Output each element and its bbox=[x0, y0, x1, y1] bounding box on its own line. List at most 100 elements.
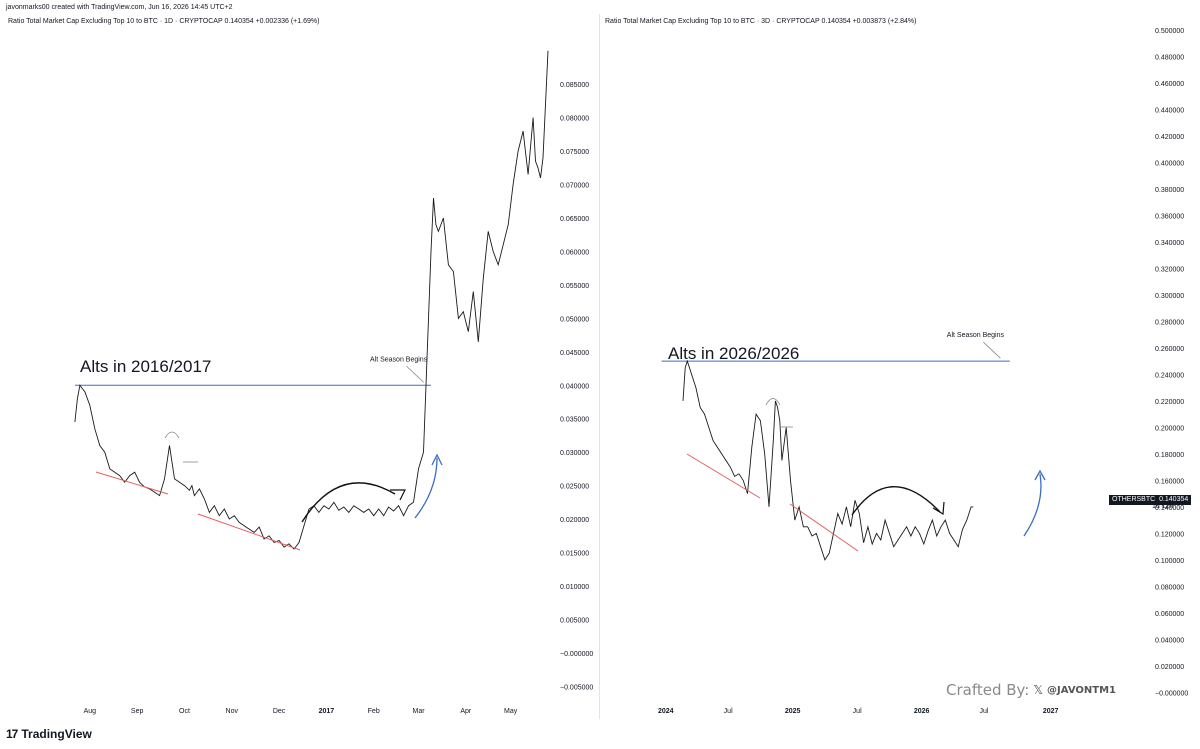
note-arrow bbox=[983, 341, 1001, 359]
x-tick-label: Mar bbox=[412, 708, 425, 715]
y-tick-label: 0.200000 bbox=[1155, 425, 1184, 432]
y-tick-label: 0.220000 bbox=[1155, 399, 1184, 406]
y-tick-label: 0.015000 bbox=[560, 550, 589, 557]
y-tick-label: −0.000000 bbox=[1155, 690, 1188, 697]
y-tick-label: 0.020000 bbox=[1155, 664, 1184, 671]
y-tick-label: 0.340000 bbox=[1155, 240, 1184, 247]
y-tick-label: 0.500000 bbox=[1155, 28, 1184, 35]
y-tick-label: −0.005000 bbox=[560, 684, 593, 691]
left-chart[interactable]: 0.085000 0.080000 0.075000 0.070000 0.065000… bbox=[0, 0, 600, 720]
y-tick-label: 0.060000 bbox=[1155, 611, 1184, 618]
x-tick-label: Dec bbox=[273, 708, 286, 715]
left-chart-title: Ratio Total Market Cap Excluding Top 10 … bbox=[8, 18, 320, 25]
y-tick-label: 0.440000 bbox=[1155, 107, 1184, 114]
red-trendline-2 bbox=[789, 503, 859, 552]
x-tick-label: Jul bbox=[724, 708, 733, 715]
black-arc bbox=[851, 486, 941, 516]
x-tick-label: 2024 bbox=[658, 708, 674, 715]
y-tick-label: 0.025000 bbox=[560, 484, 589, 491]
price-tag-value: 0.140354 bbox=[1159, 496, 1189, 503]
y-tick-label: 0.080000 bbox=[1155, 584, 1184, 591]
x-tick-label: Oct bbox=[179, 708, 190, 715]
red-trendline-2 bbox=[197, 513, 301, 551]
y-tick-label: 0.040000 bbox=[1155, 637, 1184, 644]
y-tick-label: 0.400000 bbox=[1155, 160, 1184, 167]
watermark-text: Crafted By: bbox=[945, 681, 1030, 699]
y-tick-label: 0.050000 bbox=[560, 316, 589, 323]
x-tick-label: Aug bbox=[84, 708, 97, 715]
y-tick-label: 0.480000 bbox=[1155, 54, 1184, 61]
annotation-title: Alts in 2026/2026 bbox=[668, 344, 799, 363]
peak-arc bbox=[164, 431, 180, 439]
blue-arrow bbox=[1023, 473, 1042, 537]
x-tick-label: Sep bbox=[131, 708, 144, 715]
x-tick-label: 2027 bbox=[1043, 708, 1059, 715]
watermark-handle: @JAVONTM1 bbox=[1047, 684, 1116, 696]
x-icon: 𝕏 bbox=[1033, 683, 1044, 697]
tradingview-logo-text: TradingView bbox=[21, 727, 92, 741]
tradingview-logo-icon: 17 bbox=[6, 727, 18, 741]
y-tick-label: 0.030000 bbox=[560, 450, 589, 457]
y-tick-label: 0.020000 bbox=[560, 517, 589, 524]
y-tick-label: 0.060000 bbox=[560, 249, 589, 256]
x-tick-label: 2017 bbox=[319, 708, 335, 715]
y-tick-label: 0.380000 bbox=[1155, 187, 1184, 194]
y-tick-label: 0.420000 bbox=[1155, 134, 1184, 141]
black-arc bbox=[301, 482, 396, 523]
note-arrow bbox=[406, 365, 424, 383]
blue-arrowhead bbox=[431, 453, 443, 466]
y-tick-label: 0.055000 bbox=[560, 283, 589, 290]
y-tick-label: 0.300000 bbox=[1155, 293, 1184, 300]
series-line bbox=[74, 50, 549, 550]
peak-arc bbox=[765, 398, 781, 406]
panel-divider bbox=[599, 14, 600, 719]
y-tick-label: 0.280000 bbox=[1155, 319, 1184, 326]
arc-arrowhead bbox=[390, 489, 406, 501]
watermark: Crafted By: 𝕏 @JAVONTM1 bbox=[946, 681, 1116, 699]
y-tick-label: 0.045000 bbox=[560, 350, 589, 357]
y-tick-label: 0.320000 bbox=[1155, 266, 1184, 273]
y-tick-label: 0.180000 bbox=[1155, 452, 1184, 459]
y-tick-label: 0.460000 bbox=[1155, 81, 1184, 88]
y-tick-label: 0.065000 bbox=[560, 216, 589, 223]
x-tick-label: 2026 bbox=[914, 708, 930, 715]
y-tick-label: −0.000000 bbox=[560, 651, 593, 658]
x-tick-label: Apr bbox=[460, 708, 472, 715]
arc-arrowhead bbox=[932, 501, 945, 516]
annotation-note: Alt Season Begins bbox=[947, 332, 1005, 339]
x-tick-label: Jul bbox=[853, 708, 862, 715]
y-tick-label: 0.010000 bbox=[560, 584, 589, 591]
y-tick-label: 0.100000 bbox=[1155, 558, 1184, 565]
y-tick-label: 0.140000 bbox=[1155, 505, 1184, 512]
annotation-note: Alt Season Begins bbox=[370, 356, 428, 363]
y-tick-label: 0.005000 bbox=[560, 617, 589, 624]
right-chart[interactable]: 0.500000 0.480000 0.460000 0.440000 0.420000… bbox=[600, 0, 1200, 720]
y-tick-label: 0.260000 bbox=[1155, 346, 1184, 353]
y-tick-label: 0.080000 bbox=[560, 116, 589, 123]
y-tick-label: 0.085000 bbox=[560, 82, 589, 89]
x-tick-label: May bbox=[504, 708, 518, 715]
x-tick-label: Nov bbox=[226, 708, 239, 715]
x-tick-label: Jul bbox=[980, 708, 989, 715]
price-countdown: 1d 12h bbox=[1152, 503, 1174, 510]
y-tick-label: 0.120000 bbox=[1155, 531, 1184, 538]
blue-arrow bbox=[414, 457, 438, 519]
price-tag-symbol: OTHERSBTC bbox=[1112, 496, 1156, 503]
y-tick-label: 0.240000 bbox=[1155, 372, 1184, 379]
series-line bbox=[682, 359, 974, 561]
red-trendline-1 bbox=[95, 471, 169, 495]
y-tick-label: 0.040000 bbox=[560, 383, 589, 390]
blue-arrowhead bbox=[1034, 469, 1046, 481]
price-tag: OTHERSBTC 0.140354 bbox=[1109, 495, 1192, 505]
tradingview-logo[interactable]: 17 TradingView bbox=[6, 727, 92, 741]
y-tick-label: 0.160000 bbox=[1155, 478, 1184, 485]
y-tick-label: 0.070000 bbox=[560, 183, 589, 190]
y-tick-label: 0.075000 bbox=[560, 149, 589, 156]
y-tick-label: 0.035000 bbox=[560, 417, 589, 424]
x-tick-label: Feb bbox=[368, 708, 380, 715]
annotation-title: Alts in 2016/2017 bbox=[80, 357, 211, 376]
red-trendline-1 bbox=[686, 453, 761, 499]
header-credit: javonmarks00 created with TradingView.co… bbox=[6, 4, 233, 11]
x-tick-label: 2025 bbox=[785, 708, 801, 715]
y-tick-label: 0.360000 bbox=[1155, 213, 1184, 220]
